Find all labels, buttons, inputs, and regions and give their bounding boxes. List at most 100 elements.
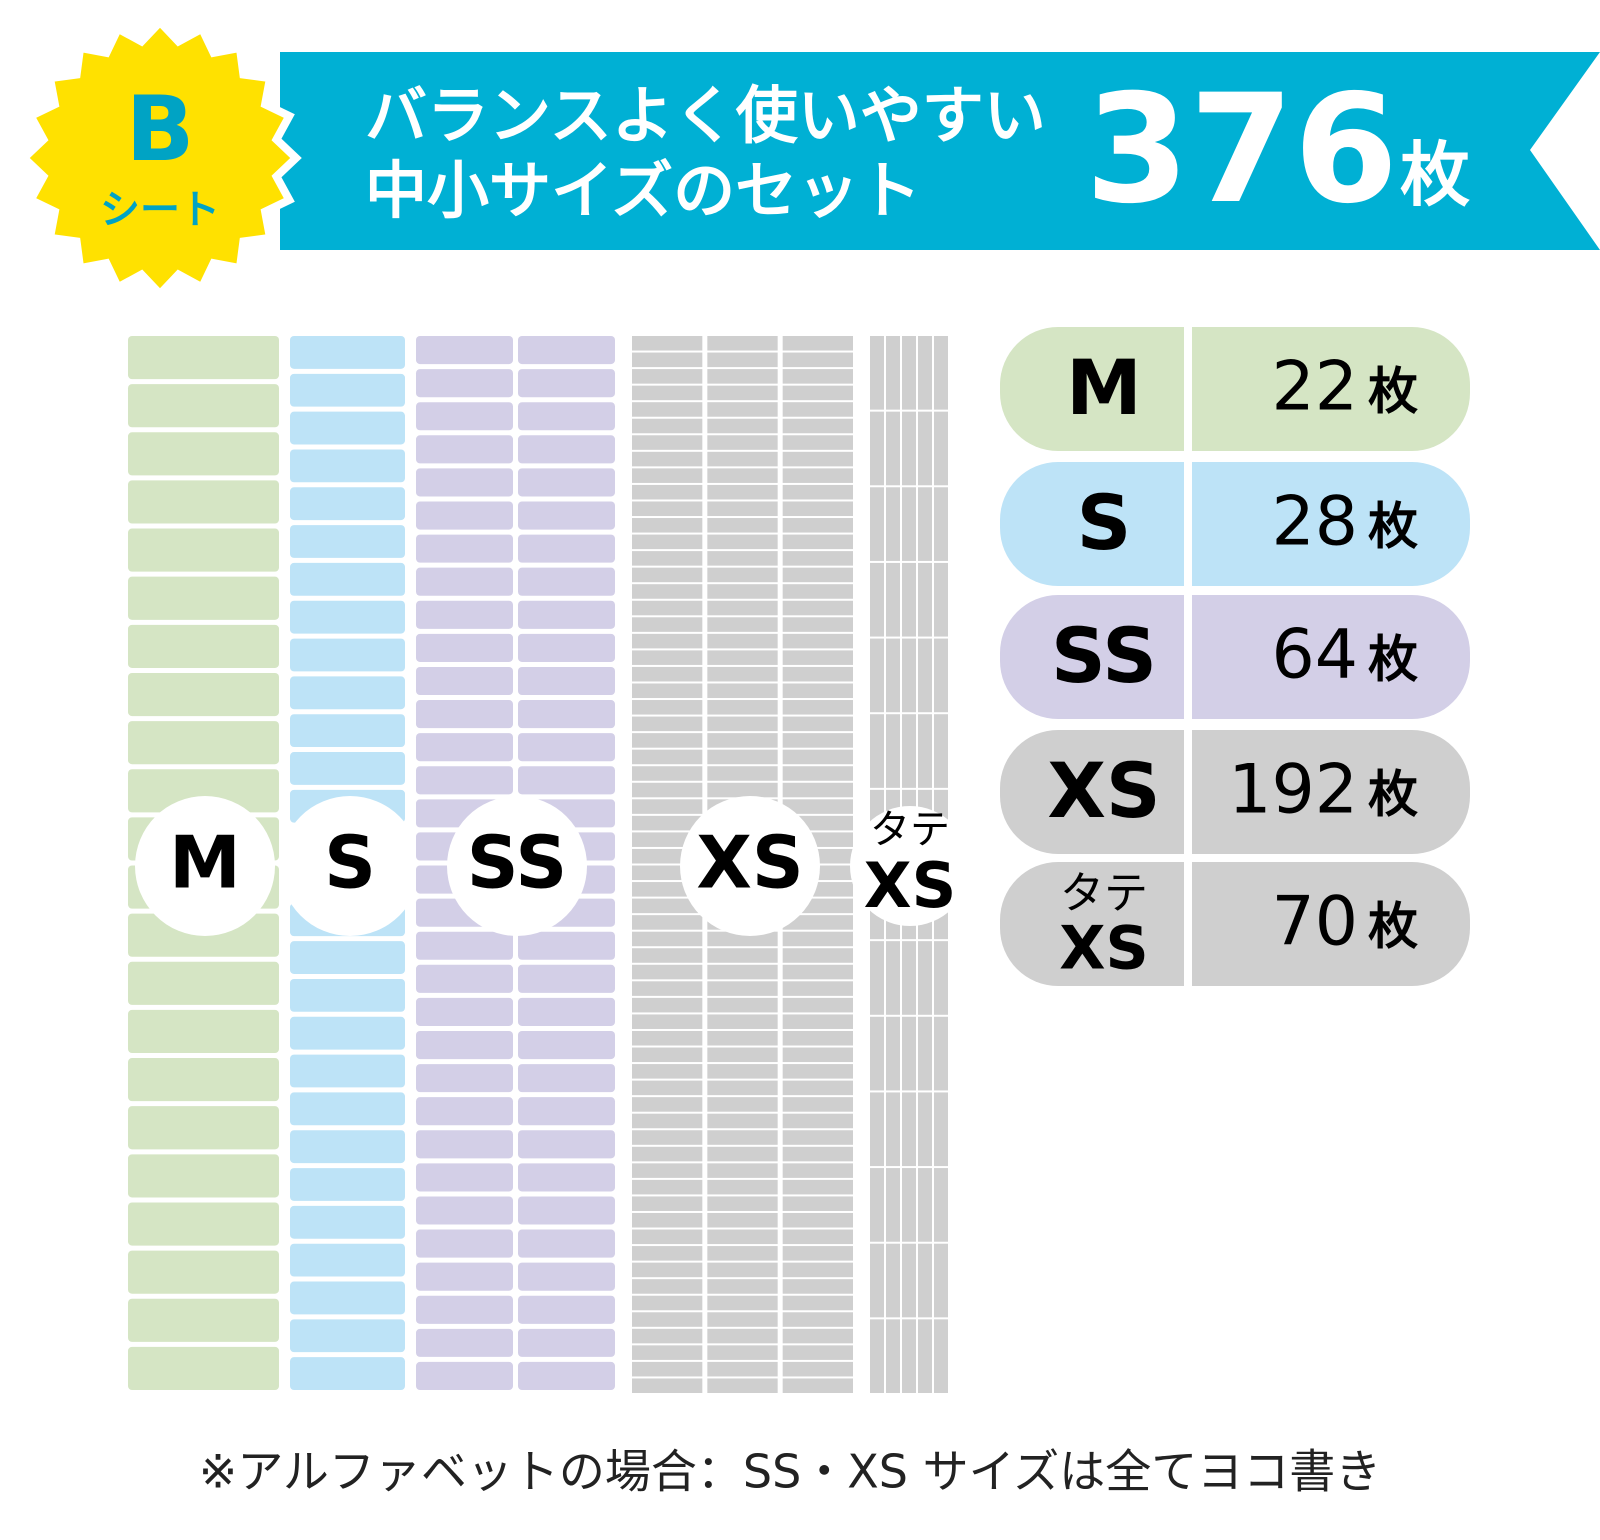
sticker: [632, 1312, 703, 1327]
sticker: [416, 1196, 513, 1225]
sticker: [782, 997, 853, 1013]
sticker: [290, 1319, 405, 1353]
sticker: [782, 1212, 853, 1228]
sticker: [707, 1378, 778, 1393]
sheet-label: SS: [467, 821, 567, 905]
sticker: [632, 1262, 703, 1278]
sticker: [707, 352, 778, 368]
sticker: [870, 714, 884, 788]
sticker: [918, 562, 932, 637]
sticker: [518, 402, 615, 431]
sticker: [632, 435, 703, 450]
sticker: [632, 352, 703, 368]
sticker: [782, 683, 853, 699]
sticker: [782, 633, 853, 649]
sticker: [290, 1168, 405, 1201]
sticker: [632, 468, 703, 483]
sticker: [707, 1345, 778, 1360]
sticker: [886, 638, 900, 713]
sticker: [707, 948, 778, 963]
sticker: [902, 1168, 916, 1242]
sticker: [518, 1328, 615, 1357]
sticker: [886, 1016, 900, 1091]
sticker: [707, 1080, 778, 1096]
sticker: [632, 1212, 703, 1228]
sticker: [902, 1016, 916, 1091]
sticker: [918, 1016, 932, 1091]
sticker: [782, 733, 853, 748]
sticker: [632, 369, 703, 384]
sticker: [782, 716, 853, 732]
sticker: [707, 1163, 778, 1178]
sticker: [707, 782, 778, 798]
sticker: [782, 501, 853, 517]
sticker: [902, 638, 916, 713]
sticker: [782, 1279, 853, 1294]
sticker: [128, 480, 279, 524]
sticker: [707, 518, 778, 533]
table-unit: 枚: [1368, 631, 1418, 689]
sticker: [416, 600, 513, 629]
sticker: [707, 1312, 778, 1327]
sticker: [632, 1080, 703, 1096]
sticker: [782, 584, 853, 599]
sticker: [902, 941, 916, 1015]
table-count: 64: [1271, 616, 1358, 695]
sticker: [290, 1092, 405, 1126]
sheet-label: S: [324, 821, 376, 905]
sticker: [632, 1014, 703, 1029]
sticker: [707, 418, 778, 434]
sticker: [518, 964, 615, 993]
sticker: [782, 435, 853, 450]
sticker: [518, 1130, 615, 1159]
sticker: [290, 449, 405, 483]
sticker: [416, 633, 513, 662]
sticker: [782, 650, 853, 665]
sticker: [518, 1361, 615, 1390]
sticker: [918, 1168, 932, 1242]
sticker: [632, 749, 703, 765]
sticker: [918, 1243, 932, 1318]
sticker: [290, 373, 405, 407]
sticker: [632, 600, 703, 616]
sticker: [632, 766, 703, 781]
sticker: [870, 1092, 884, 1167]
sticker: [707, 1262, 778, 1278]
table-count: 70: [1271, 883, 1358, 962]
sticker: [934, 1168, 948, 1242]
sticker: [128, 1346, 279, 1390]
sticker: [632, 1146, 703, 1162]
sticker: [290, 411, 405, 445]
sticker: [782, 799, 853, 814]
label-circle: [447, 796, 587, 936]
sticker: [632, 336, 703, 351]
sticker: [518, 1030, 615, 1060]
sticker: [782, 782, 853, 798]
sticker: [782, 1262, 853, 1278]
sticker: [782, 1014, 853, 1029]
sticker: [290, 1205, 405, 1239]
sticker: [707, 468, 778, 483]
sticker: [416, 402, 513, 431]
table-count: 28: [1271, 483, 1358, 562]
sticker: [518, 1295, 615, 1324]
sticker: [870, 1243, 884, 1318]
sticker: [632, 799, 703, 814]
sticker: [707, 1047, 778, 1063]
sticker: [416, 534, 513, 563]
sticker: [934, 1092, 948, 1167]
table-row: [1000, 730, 1470, 854]
sticker: [902, 336, 916, 410]
sticker: [707, 1064, 778, 1079]
sticker: [707, 435, 778, 450]
sticker: [707, 385, 778, 401]
sticker: [632, 1328, 703, 1344]
sticker: [707, 501, 778, 517]
sheet-label: M: [169, 821, 241, 905]
sticker: [416, 1328, 513, 1357]
sticker: [290, 638, 405, 672]
sticker: [902, 1319, 916, 1393]
sticker: [290, 525, 405, 558]
sticker: [707, 1014, 778, 1029]
sticker: [886, 1319, 900, 1393]
